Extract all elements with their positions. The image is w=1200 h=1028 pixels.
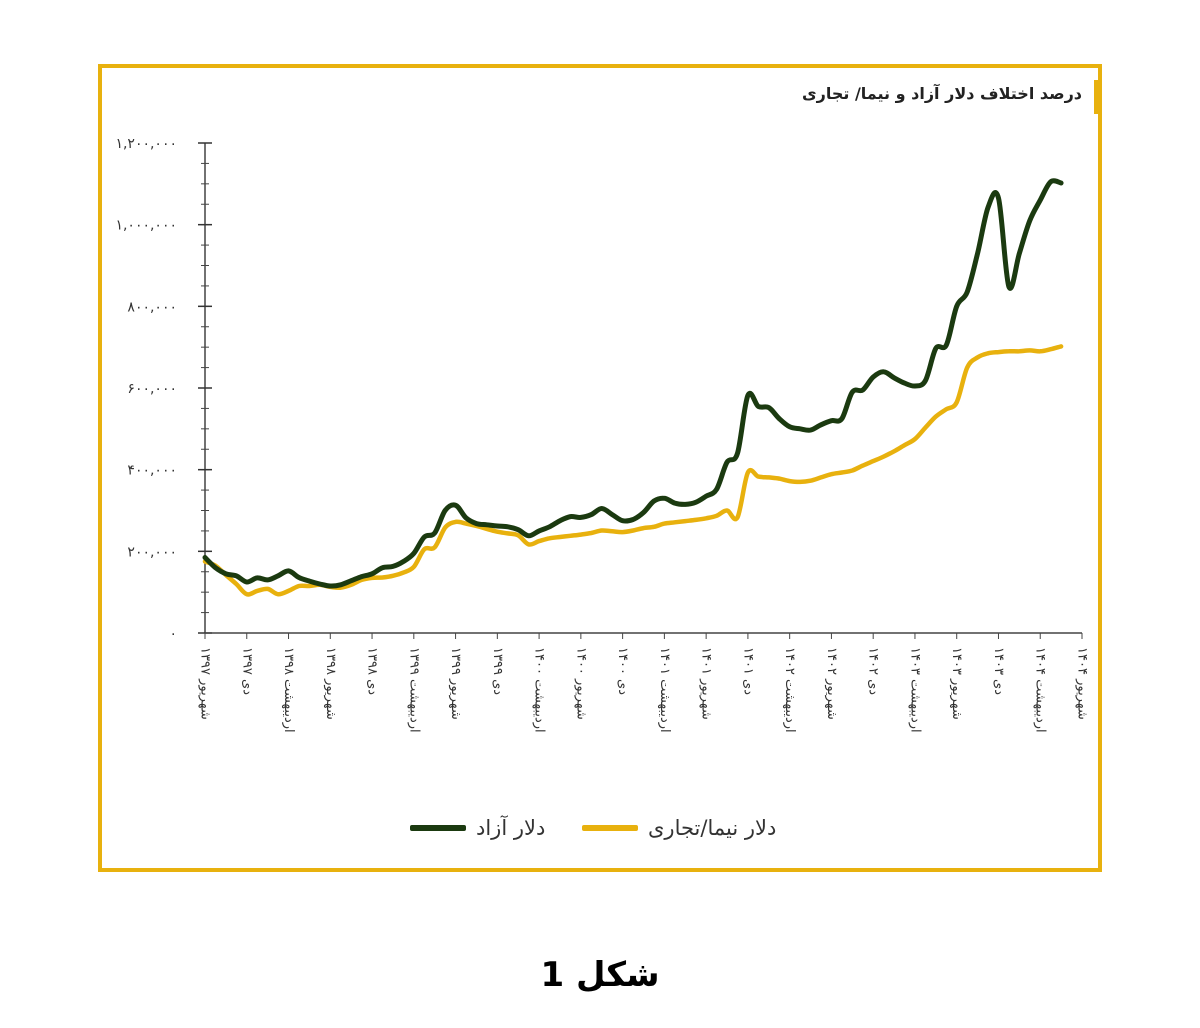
x-tick-label: شهریور ۱۳۹۹ bbox=[448, 647, 463, 720]
x-tick-label: دی ۱۴۰۰ bbox=[615, 647, 630, 695]
y-tick-label: ۰ bbox=[169, 626, 177, 642]
x-tick-label: دی ۱۳۹۸ bbox=[365, 647, 380, 695]
x-tick-label: شهریور ۱۳۹۷ bbox=[198, 647, 213, 720]
legend-label-nima-dollar: دلار نیما/تجاری bbox=[648, 816, 777, 840]
x-tick-label: اردیبهشت ۱۴۰۱ bbox=[657, 647, 672, 733]
y-tick-label: ۱,۰۰۰,۰۰۰ bbox=[115, 218, 177, 234]
x-axis: شهریور ۱۳۹۷ دی ۱۳۹۷ اردیبهشت ۱۳۹۸ شهریور ۱۳… bbox=[198, 632, 1090, 733]
chart-title: درصد اختلاف دلار آزاد و نیما/ تجاری bbox=[801, 84, 1082, 103]
x-tick-label: شهریور ۱۳۹۸ bbox=[323, 647, 338, 720]
y-axis: ۱,۲۰۰,۰۰۰ ۱,۰۰۰,۰۰۰ ۸۰۰,۰۰۰ ۶۰۰,۰۰۰ ۴۰۰,۰۰۰ ۲… bbox=[115, 136, 212, 642]
series-line-nima-dollar bbox=[202, 344, 1064, 597]
y-tick-label: ۲۰۰,۰۰۰ bbox=[127, 544, 177, 560]
legend: دلار آزاد دلار نیما/تجاری bbox=[410, 810, 810, 846]
x-tick-label: شهریور ۱۴۰۲ bbox=[824, 647, 839, 720]
legend-label-free-dollar: دلار آزاد bbox=[476, 816, 546, 840]
x-tick-label: اردیبهشت ۱۳۹۸ bbox=[281, 647, 296, 733]
chart-frame bbox=[98, 64, 1102, 872]
x-tick-label: اردیبهشت ۱۳۹۹ bbox=[406, 647, 421, 733]
x-tick-label: شهریور ۱۴۰۰ bbox=[573, 647, 588, 720]
x-tick-label: دی ۱۴۰۲ bbox=[866, 647, 881, 695]
legend-swatch-nima-dollar bbox=[582, 825, 638, 831]
series-layer bbox=[202, 178, 1064, 597]
legend-item-free-dollar: دلار آزاد bbox=[410, 810, 545, 846]
x-tick-label: اردیبهشت ۱۴۰۲ bbox=[782, 647, 797, 733]
x-tick-label: اردیبهشت ۱۴۰۴ bbox=[1033, 647, 1048, 733]
y-tick-label: ۱,۲۰۰,۰۰۰ bbox=[115, 136, 177, 152]
x-tick-label: شهریور ۱۴۰۱ bbox=[699, 647, 714, 720]
x-tick-label: شهریور ۱۴۰۴ bbox=[1075, 647, 1090, 720]
x-tick-label: دی ۱۳۹۷ bbox=[239, 647, 254, 695]
y-tick-label: ۸۰۰,۰۰۰ bbox=[127, 299, 177, 315]
x-tick-label: دی ۱۴۰۱ bbox=[740, 647, 755, 695]
x-tick-label: دی ۱۴۰۳ bbox=[991, 647, 1006, 695]
title-accent-bar bbox=[1094, 80, 1102, 114]
figure-caption: شکل 1 bbox=[540, 955, 660, 995]
x-tick-label: دی ۱۳۹۹ bbox=[490, 647, 505, 695]
legend-item-nima-dollar: دلار نیما/تجاری bbox=[582, 810, 776, 846]
series-line-free-dollar bbox=[202, 178, 1064, 589]
x-tick-label: اردیبهشت ۱۴۰۳ bbox=[907, 647, 922, 733]
x-tick-label: اردیبهشت ۱۴۰۰ bbox=[532, 647, 547, 733]
y-tick-label: ۴۰۰,۰۰۰ bbox=[127, 463, 177, 479]
y-tick-label: ۶۰۰,۰۰۰ bbox=[127, 381, 177, 397]
x-tick-label: شهریور ۱۴۰۳ bbox=[949, 647, 964, 720]
legend-swatch-free-dollar bbox=[410, 825, 466, 831]
